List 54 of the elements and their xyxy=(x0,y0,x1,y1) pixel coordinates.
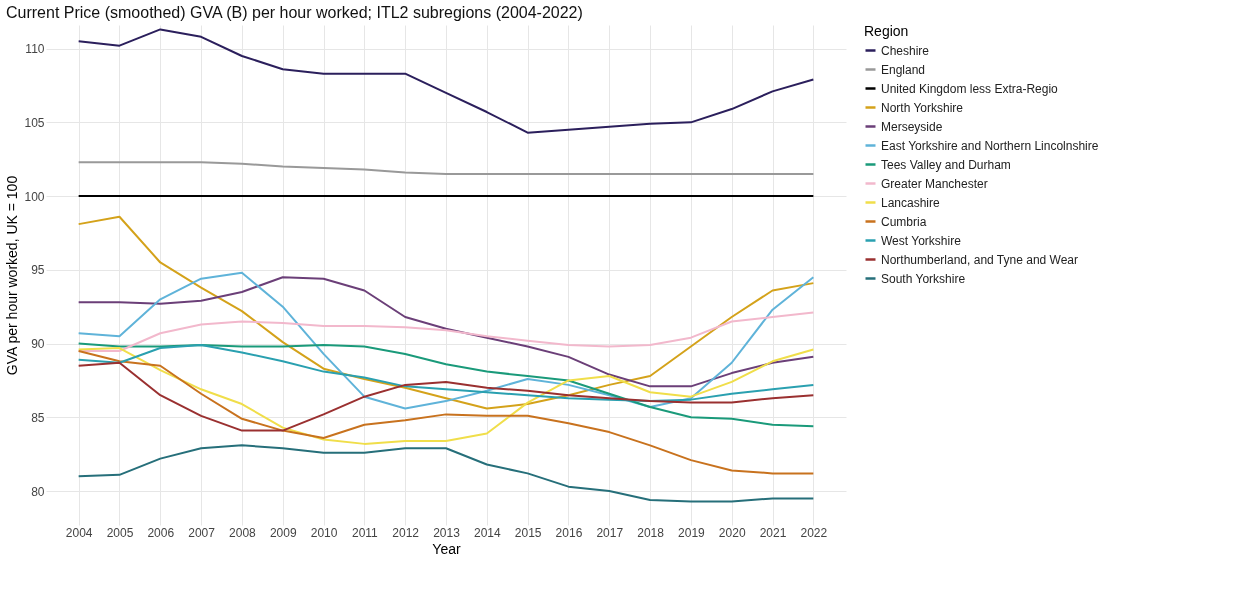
x-tick-label: 2004 xyxy=(65,525,93,540)
legend-label: South Yorkshire xyxy=(881,271,966,286)
x-tick-label: 2013 xyxy=(433,525,461,540)
legend-label: England xyxy=(881,62,926,77)
x-tick-label: 2018 xyxy=(637,525,665,540)
y-tick-label: 85 xyxy=(31,410,45,425)
legend-label: United Kingdom less Extra-Regio xyxy=(881,81,1059,96)
legend-label: East Yorkshire and Northern Lincolnshire xyxy=(881,138,1099,153)
line-series xyxy=(77,271,815,410)
legend-label: Tees Valley and Durham xyxy=(881,157,1011,172)
line-series xyxy=(77,347,815,445)
x-tick-label: 2006 xyxy=(147,525,175,540)
x-tick-label: 2019 xyxy=(678,525,706,540)
line-series xyxy=(77,349,815,475)
y-tick-label: 100 xyxy=(24,189,45,204)
line-series xyxy=(77,342,815,428)
x-axis-title: Year xyxy=(432,540,461,557)
x-tick-label: 2009 xyxy=(269,525,297,540)
legend-label: Cheshire xyxy=(881,43,930,58)
line-series xyxy=(77,361,815,432)
x-tick-label: 2016 xyxy=(555,525,583,540)
legend-title: Region xyxy=(864,23,909,39)
legend-label: West Yorkshire xyxy=(881,233,962,248)
x-tick-label: 2008 xyxy=(229,525,257,540)
x-tick-label: 2010 xyxy=(310,525,338,540)
legend-label: Merseyside xyxy=(881,119,943,134)
x-tick-label: 2022 xyxy=(800,525,828,540)
y-tick-label: 110 xyxy=(25,42,45,57)
line-series xyxy=(77,276,815,388)
line-series xyxy=(77,344,815,403)
legend-label: Greater Manchester xyxy=(881,176,988,191)
x-tick-label: 2021 xyxy=(759,525,787,540)
x-tick-label: 2017 xyxy=(596,525,624,540)
legend-label: Lancashire xyxy=(881,195,941,210)
chart-title: Current Price (smoothed) GVA (B) per hour worked; ITL2 subregions (2004-2022) xyxy=(5,4,583,21)
x-tick-label: 2005 xyxy=(106,525,134,540)
line-series xyxy=(77,444,815,503)
legend-label: Northumberland, and Tyne and Wear xyxy=(881,252,1079,267)
x-tick-label: 2020 xyxy=(718,525,746,540)
legend-label: Cumbria xyxy=(881,214,927,229)
line-series xyxy=(77,215,815,410)
y-tick-label: 80 xyxy=(31,484,45,499)
line-series xyxy=(77,28,815,134)
x-tick-label: 2007 xyxy=(188,525,216,540)
y-axis-title: GVA per hour worked, UK = 100 xyxy=(4,175,21,376)
x-tick-label: 2011 xyxy=(351,525,379,540)
line-series xyxy=(77,161,815,175)
x-tick-label: 2015 xyxy=(514,525,542,540)
x-tick-label: 2014 xyxy=(473,525,501,540)
legend-label: North Yorkshire xyxy=(881,100,964,115)
y-tick-label: 95 xyxy=(31,263,45,278)
y-tick-label: 105 xyxy=(24,115,45,130)
y-tick-label: 90 xyxy=(31,337,45,352)
x-tick-label: 2012 xyxy=(392,525,420,540)
